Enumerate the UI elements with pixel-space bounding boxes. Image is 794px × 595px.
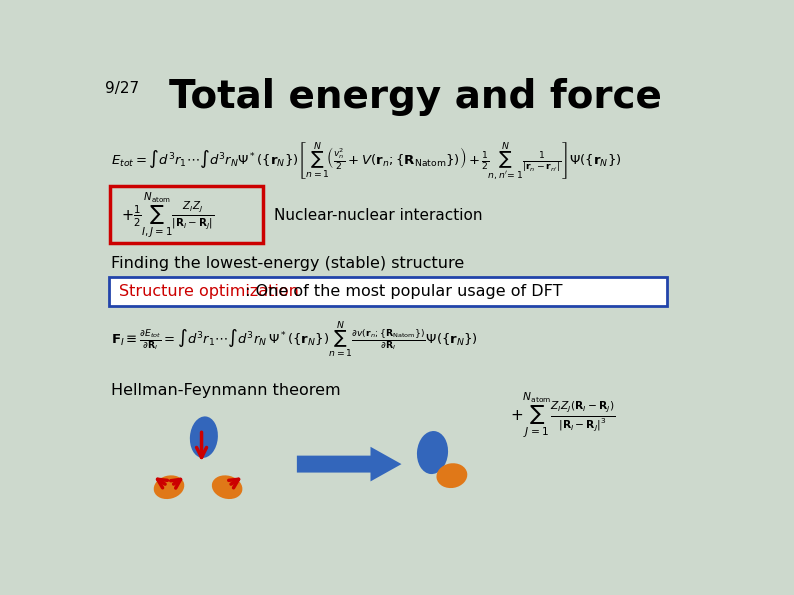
Text: Hellman-Feynmann theorem: Hellman-Feynmann theorem (111, 383, 341, 398)
Ellipse shape (417, 431, 448, 474)
Text: $+\frac{1}{2}\sum_{I,J=1}^{N_{\mathrm{atom}}}\frac{Z_I Z_J}{|\mathbf{R}_I-\mathb: $+\frac{1}{2}\sum_{I,J=1}^{N_{\mathrm{at… (121, 191, 214, 240)
Text: $E_{tot} = \int d^3r_1 \cdots \int d^3r_N \Psi^*(\{\mathbf{r}_N\})\left[\sum_{n=: $E_{tot} = \int d^3r_1 \cdots \int d^3r_… (111, 140, 622, 182)
Text: 9/27: 9/27 (106, 81, 140, 96)
Ellipse shape (190, 416, 218, 458)
FancyBboxPatch shape (110, 277, 667, 306)
Text: $\mathbf{F}_I \equiv \frac{\partial E_{tot}}{\partial \mathbf{R}_I} = \int d^3r_: $\mathbf{F}_I \equiv \frac{\partial E_{t… (111, 320, 478, 359)
Ellipse shape (437, 464, 468, 488)
Text: Total energy and force: Total energy and force (169, 77, 662, 115)
Text: Nuclear-nuclear interaction: Nuclear-nuclear interaction (274, 208, 482, 223)
Ellipse shape (154, 475, 184, 499)
Ellipse shape (212, 475, 242, 499)
Text: Structure optimization: Structure optimization (119, 284, 299, 299)
Text: Finding the lowest-energy (stable) structure: Finding the lowest-energy (stable) struc… (111, 256, 464, 271)
Text: : One of the most popular usage of DFT: : One of the most popular usage of DFT (240, 284, 562, 299)
Text: $+\sum_{J=1}^{N_{\mathrm{atom}}}\frac{Z_I Z_J(\mathbf{R}_I-\mathbf{R}_J)}{|\math: $+\sum_{J=1}^{N_{\mathrm{atom}}}\frac{Z_… (510, 391, 615, 440)
FancyArrow shape (297, 447, 402, 481)
